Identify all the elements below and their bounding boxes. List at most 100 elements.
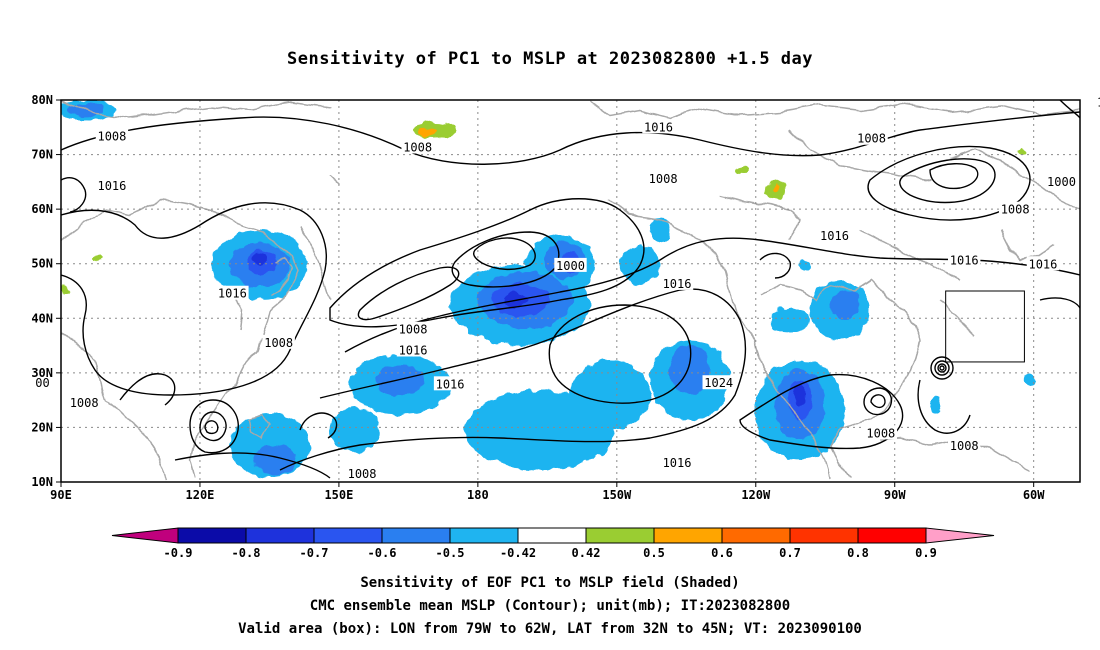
contour-label-bg (660, 454, 694, 469)
colorbar-max-arrow (925, 527, 995, 544)
contour-label-bg (864, 425, 898, 440)
lat-tick-label: 20N (31, 420, 53, 434)
contour-label-bg (1045, 173, 1078, 188)
contour-label-bg (554, 257, 587, 272)
contour-label-text: 1024 (704, 376, 733, 390)
colorbar-level-label: -0.42 (500, 546, 536, 560)
contour-label: 1000 (1045, 173, 1078, 189)
contour-label-bg (660, 275, 694, 290)
contour-label-bg (646, 171, 680, 186)
contour-label-text: 1016 (950, 253, 979, 267)
caption-valid-area: Valid area (box): LON from 79W to 62W, L… (238, 621, 862, 637)
colorbar-level-label: -0.8 (232, 546, 261, 560)
lon-tick-label: 120E (186, 488, 215, 502)
contour-label-text: 1016 (1028, 257, 1057, 271)
contour-label-bg (1095, 94, 1100, 109)
contour-label-bg (702, 375, 735, 390)
contour-label-text: 1000 (556, 259, 585, 273)
colorbar-bin (381, 527, 451, 544)
contour-label-bg (642, 119, 675, 134)
contour-label-text: 1016 (644, 120, 673, 134)
lon-tick-label: 150E (324, 488, 353, 502)
contour-label-text: 1008 (399, 323, 428, 337)
colorbar-bin (517, 527, 587, 544)
lon-tick-label: 90W (884, 488, 906, 502)
colorbar-bin (653, 527, 723, 544)
contour-label-text: 1016 (218, 287, 247, 301)
caption-contour-field: CMC ensemble mean MSLP (Contour); unit(m… (309, 598, 791, 614)
lat-tick-label: 50N (31, 257, 53, 271)
contour-label: 1016 (1026, 256, 1060, 271)
colorbar-level-label: 0.9 (915, 546, 937, 560)
contour-label-text: 1016 (820, 229, 849, 243)
contour-label-bg (818, 227, 851, 242)
colorbar-bin (313, 527, 383, 544)
contour-label-text: 1016 (663, 277, 692, 291)
contour-label-bg (95, 128, 129, 143)
contour-label-bg (948, 252, 981, 267)
contour-label-text: 1008 (866, 426, 895, 440)
contour-label-bg (433, 376, 467, 391)
contour-label: 00 (33, 375, 52, 390)
colorbar-level-label: -0.5 (436, 546, 465, 560)
caption-shaded-field: Sensitivity of EOF PC1 to MSLP field (Sh… (360, 575, 740, 591)
contour-label-text: 00 (35, 376, 49, 390)
colorbar-level-label: -0.7 (300, 546, 329, 560)
contour-label: 1008 (401, 139, 434, 154)
contour-label: 1008 (67, 394, 101, 410)
contour-label-bg (998, 201, 1032, 216)
contour-label: 1008 (262, 334, 295, 350)
contour-label-text: 1008 (70, 396, 99, 410)
contour-label-text: 100 (1097, 96, 1100, 110)
contour-label: 100 (1095, 94, 1100, 110)
contour-label: 1016 (216, 285, 249, 301)
contour-label-text: 1000 (1047, 175, 1076, 189)
colorbar-level-label: 0.7 (779, 546, 801, 560)
contour-label-bg (262, 334, 295, 349)
contour-label: 1024 (702, 375, 735, 390)
contour-label-text: 1008 (857, 132, 886, 146)
contour-label-bg (948, 437, 981, 452)
contour-label-text: 1008 (97, 130, 126, 144)
colorbar-level-label: 0.6 (711, 546, 733, 560)
colorbar-bin (177, 527, 247, 544)
contour-label: 1008 (864, 425, 898, 440)
contour-label: 1008 (396, 321, 430, 337)
contour-label: 1000 (554, 257, 587, 273)
contour-label-text: 1016 (399, 343, 428, 357)
map-title: Sensitivity of PC1 to MSLP at 2023082800… (286, 49, 813, 69)
contour-label: 1008 (646, 171, 680, 186)
contour-label-text: 1008 (348, 467, 377, 481)
colorbar-level-label: 0.8 (847, 546, 869, 560)
contour-label-bg (401, 139, 434, 154)
contour-label: 1016 (396, 342, 430, 357)
coastlines (61, 100, 1080, 479)
contour-label-bg (396, 321, 430, 336)
contour-label-text: 1016 (663, 456, 692, 470)
contour-label-text: 1016 (436, 377, 465, 391)
lon-tick-label: 60W (1023, 488, 1045, 502)
contour-label-text: 1008 (950, 439, 979, 453)
mslp-contours (61, 100, 1080, 479)
sensitivity-shading (61, 100, 1035, 477)
contour-label-bg (855, 130, 888, 145)
lon-tick-label: 120W (741, 488, 771, 502)
contour-label: 1008 (948, 437, 981, 453)
colorbar-bin (857, 527, 927, 544)
contour-label-bg (345, 465, 379, 480)
contour-label: 1008 (998, 201, 1032, 217)
lat-tick-label: 30N (31, 366, 53, 380)
contour-label: 1008 (855, 130, 888, 146)
contour-label: 1016 (642, 119, 675, 134)
contour-label-bg (216, 285, 249, 300)
contour-labels: 1008 1016 00 1008 1016 1008 1008 1008 1016 1016 10… (33, 94, 1100, 481)
contour-label-bg (67, 394, 101, 409)
lon-tick-label: 90E (50, 488, 72, 502)
colorbar: -0.9 -0.8 -0.7 -0.6 -0.5 -0.42 0.42 0.5 0.6 0.7 0.… (111, 527, 995, 560)
colorbar-bin (449, 527, 519, 544)
colorbar-bin (789, 527, 859, 544)
contour-label-bg (1026, 256, 1060, 271)
valid-area-box (945, 290, 1025, 363)
contour-label-bg (396, 342, 430, 357)
